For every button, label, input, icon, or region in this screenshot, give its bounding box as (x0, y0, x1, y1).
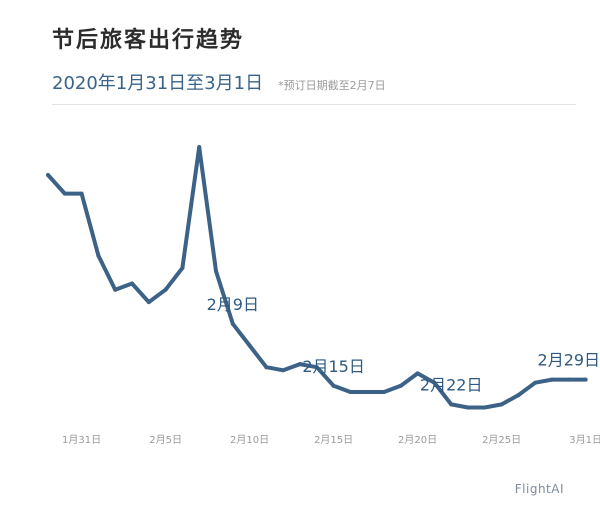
x-tick-label: 1月31日 (62, 434, 101, 446)
data-point (264, 365, 269, 370)
subtitle-row: 2020年1月31日至3月1日 *预订日期截至2月7日 (52, 69, 386, 95)
data-point (96, 253, 101, 258)
data-point (466, 405, 470, 410)
data-point (415, 371, 420, 376)
data-point (331, 383, 336, 388)
x-tick-label: 2月25日 (482, 434, 521, 446)
x-tick-label: 2月10日 (230, 434, 269, 446)
booking-note: *预订日期截至2月7日 (278, 79, 386, 92)
data-point (46, 173, 50, 177)
data-point (298, 362, 302, 367)
data-point (432, 380, 437, 385)
data-point (566, 377, 571, 382)
data-point (79, 191, 84, 196)
data-point (583, 377, 588, 382)
chart-subtitle: 2020年1月31日至3月1日 (52, 73, 264, 94)
data-point (365, 390, 370, 394)
brand-logo: FlightAI (514, 482, 564, 496)
data-point (382, 390, 386, 394)
data-point (62, 191, 67, 196)
annotation-label: 2月22日 (420, 375, 483, 394)
data-point (163, 287, 168, 292)
data-point (398, 383, 403, 388)
annotation-label: 2月15日 (302, 357, 365, 376)
chart-title: 节后旅客出行趋势 (52, 28, 245, 53)
x-tick-label: 2月15日 (314, 434, 353, 446)
x-tick-label: 2月5日 (149, 434, 182, 446)
data-point (499, 402, 504, 407)
data-point (516, 393, 521, 398)
data-point (314, 365, 319, 370)
data-point (247, 343, 252, 348)
x-tick-label: 3月1日 (569, 434, 600, 446)
x-tick-label: 2月20日 (398, 434, 437, 446)
annotation-label: 2月9日 (207, 295, 259, 314)
data-point (180, 266, 185, 270)
data-point (281, 368, 286, 373)
data-point (449, 402, 454, 407)
annotation-label: 2月29日 (538, 351, 600, 370)
data-point (533, 380, 538, 385)
data-point (230, 321, 235, 326)
data-point (348, 390, 353, 394)
data-point (130, 281, 134, 286)
data-point (113, 287, 118, 292)
data-point (197, 145, 202, 150)
header-divider (52, 104, 576, 105)
data-point (146, 300, 151, 305)
data-point (550, 377, 554, 382)
data-point (482, 405, 487, 410)
data-point (214, 269, 218, 274)
